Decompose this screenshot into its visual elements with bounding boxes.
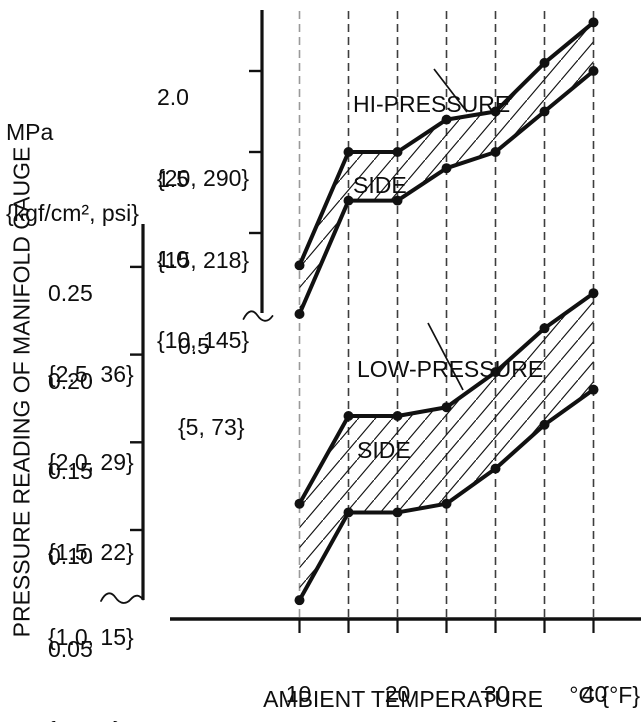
data-point <box>392 195 403 206</box>
label-leader-lines <box>427 68 468 391</box>
data-point <box>343 147 354 157</box>
limit-curves <box>294 17 599 606</box>
tick-alt: {15, 218} <box>157 247 250 273</box>
data-point <box>441 163 452 174</box>
data-point <box>294 595 305 606</box>
tick-celsius: 10 <box>285 681 312 707</box>
tick-celsius: 40 <box>581 681 608 707</box>
tick-celsius: 30 <box>483 681 510 707</box>
data-point <box>539 106 550 117</box>
tick-alt: {0.5, 7} <box>48 717 121 722</box>
data-point <box>441 402 452 413</box>
data-point <box>441 114 452 125</box>
tick-value: 0.15 <box>48 458 93 484</box>
hi-pressure-side-upper-limit <box>294 17 599 271</box>
data-point <box>588 17 599 28</box>
tick-value: 2.0 <box>157 84 189 110</box>
tick-alt: {2.5, 36} <box>48 361 134 387</box>
hi-axis-tick-0.5: 0.5 {5, 73} <box>178 279 245 495</box>
x-axis-tick-30: 30 {86} <box>451 627 542 722</box>
band-label-line1: LOW-PRESSURE <box>357 356 544 382</box>
y-axis-title: PRESSURE READING OF MANIFOLD GAUGE <box>8 146 35 638</box>
data-point <box>294 309 305 319</box>
low-axis-tick-0.20: 0.20 {2.0, 29} <box>48 314 134 530</box>
x-axis-tick-20: 20 {68} <box>352 627 443 722</box>
hi-pressure-side-lower-limit <box>294 66 599 319</box>
axes <box>130 10 641 633</box>
x-axis-unit: °C {°F} <box>569 682 640 708</box>
tick-value: 0.05 <box>48 636 93 662</box>
data-point <box>343 195 354 206</box>
tick-value: 0.25 <box>48 280 93 306</box>
data-point <box>392 507 403 518</box>
data-point <box>588 288 599 299</box>
pressure-unit-label: MPa {kgf/cm², psi} <box>6 65 139 281</box>
data-point <box>441 498 452 509</box>
band-label-line1: HI-PRESSURE <box>353 91 511 117</box>
data-point <box>588 384 599 395</box>
hi-label-leader-line <box>433 68 468 113</box>
hi-axis-tick-1.5: 1.5 {15, 218} <box>157 112 249 328</box>
hi-axis-tick-2.0: 2.0 {20, 290} <box>157 30 249 246</box>
data-point <box>392 147 403 157</box>
tick-value: 1.5 <box>157 166 189 192</box>
data-point <box>490 147 501 157</box>
low-axis-break-squiggle <box>100 592 144 604</box>
data-point <box>294 498 305 509</box>
data-point <box>343 507 354 518</box>
data-point <box>294 260 305 271</box>
low-pressure-side-upper-limit <box>294 288 599 509</box>
tick-value: 1.0 <box>157 246 189 272</box>
pressure-unit-line1: MPa <box>6 119 54 145</box>
x-axis-title: AMBIENT TEMPERATURE <box>263 686 543 712</box>
data-point <box>343 410 354 421</box>
low-axis-tick-0.05: 0.05 {0.5, 7} <box>48 582 121 722</box>
low-axis-tick-0.25: 0.25 {2.5, 36} <box>48 226 134 442</box>
tick-alt: {5, 73} <box>178 414 245 440</box>
data-point <box>539 323 550 334</box>
tick-alt: {20, 290} <box>157 165 250 191</box>
low-pressure-side-lower-limit <box>294 384 599 606</box>
hi-axis-tick-1.0: 1.0 {10, 145} <box>157 192 249 408</box>
tick-value: 0.10 <box>48 543 93 569</box>
band-label-line2: SIDE <box>357 437 411 463</box>
pressure-unit-line2: {kgf/cm², psi} <box>6 200 139 226</box>
tick-alt: {2.0, 29} <box>48 449 134 475</box>
low-axis-tick-0.10: 0.10 {1.0, 15} <box>48 489 134 705</box>
tick-alt: {10, 145} <box>157 327 250 353</box>
hi-pressure-band-label: HI-PRESSURE SIDE <box>353 37 510 253</box>
band-label-line2: SIDE <box>353 172 407 198</box>
data-point <box>539 57 550 68</box>
data-point <box>490 106 501 117</box>
x-axis-tick-40: 40 {104} <box>549 627 640 722</box>
data-point <box>490 367 501 378</box>
low-label-leader-line <box>427 322 464 391</box>
tick-value: 0.5 <box>178 333 210 359</box>
low-axis-tick-0.15: 0.15 {1.5, 22} <box>48 404 134 620</box>
tick-alt: {1.5, 22} <box>48 539 134 565</box>
data-point <box>539 419 550 430</box>
low-pressure-band <box>299 293 594 601</box>
hi-axis-break-squiggle <box>242 310 274 322</box>
data-point <box>588 66 599 76</box>
tick-celsius: 20 <box>384 681 411 707</box>
low-pressure-band-label: LOW-PRESSURE SIDE <box>357 302 543 518</box>
data-point <box>490 463 501 474</box>
x-axis-tick-10: 10 {50} <box>253 627 344 722</box>
data-point <box>392 410 403 421</box>
tick-value: 0.20 <box>48 368 93 394</box>
tick-alt: {1.0, 15} <box>48 624 134 650</box>
